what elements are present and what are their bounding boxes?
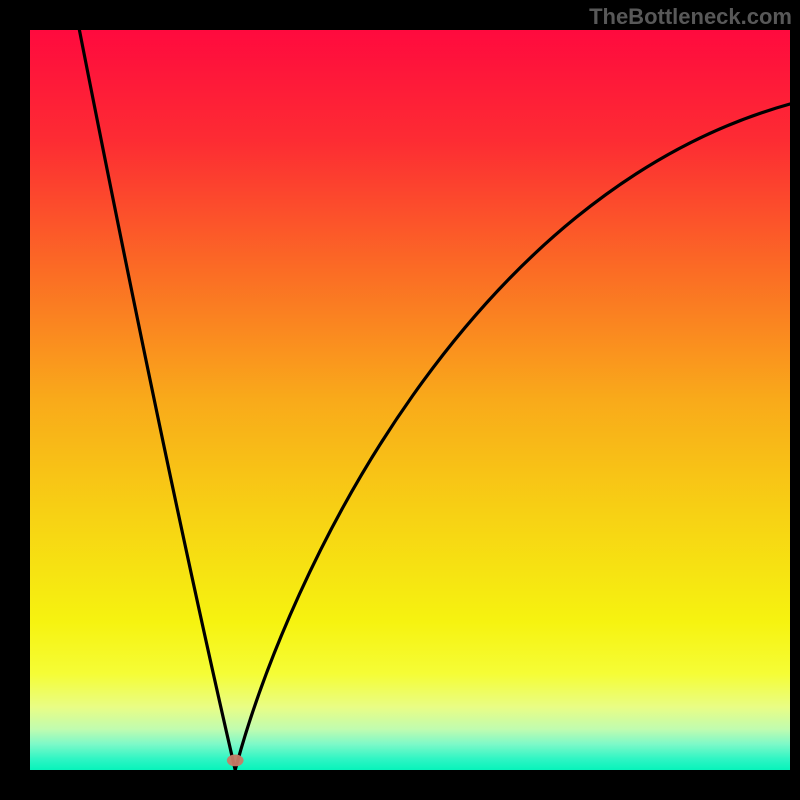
watermark-text: TheBottleneck.com bbox=[589, 4, 792, 30]
chart-frame: TheBottleneck.com bbox=[0, 0, 800, 800]
optimal-point-marker bbox=[227, 754, 244, 766]
bottleneck-curve-chart bbox=[0, 0, 800, 800]
